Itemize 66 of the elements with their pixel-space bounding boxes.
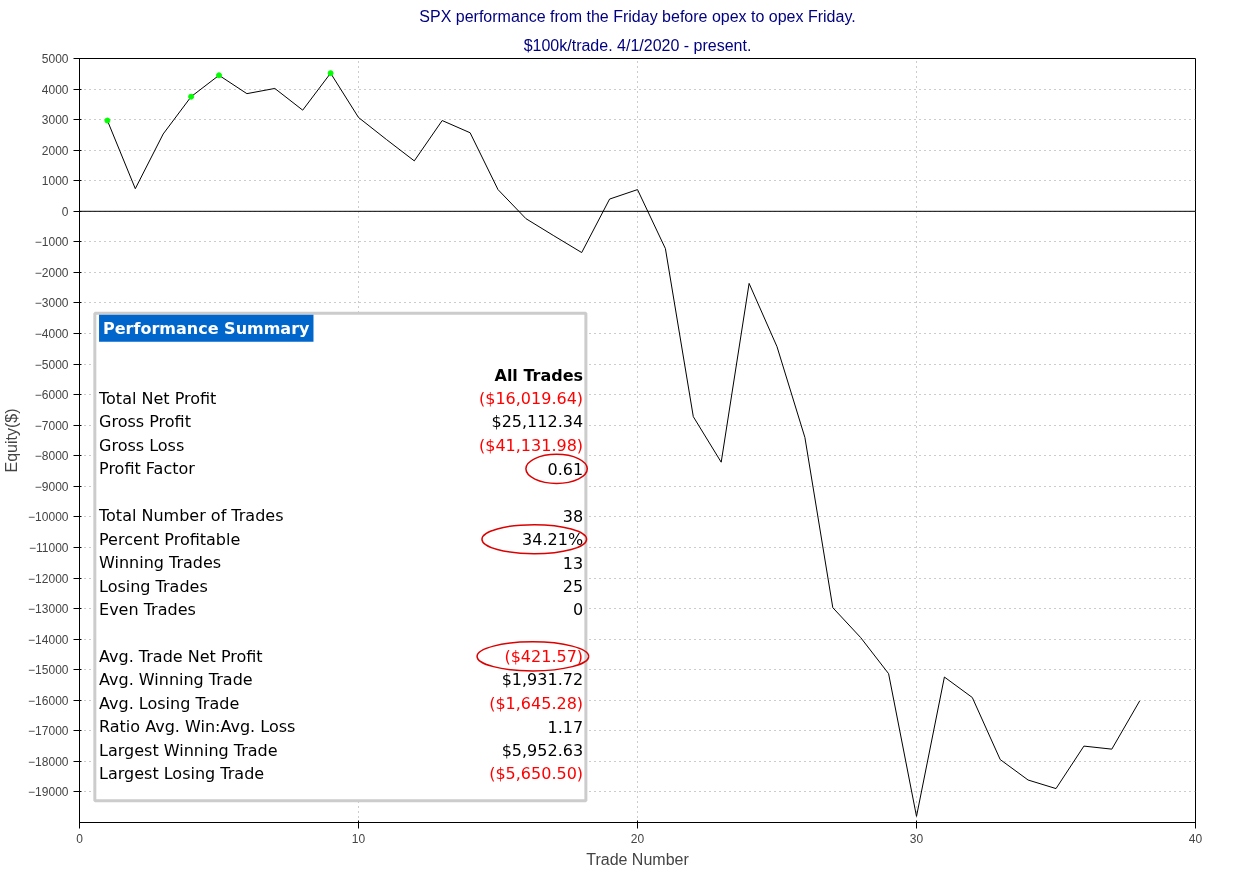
annotation: Percent Profitable: [99, 529, 241, 549]
y-tick-label: −16000: [28, 693, 69, 708]
annotation: Avg. Losing Trade: [99, 693, 240, 713]
y-tick-label: −1000: [34, 235, 69, 250]
y-tick-label: 5000: [41, 52, 69, 66]
y-tick-label: −4000: [34, 327, 69, 342]
y-tick-label: −2000: [34, 265, 69, 280]
annotation: Gross Profit: [99, 412, 191, 432]
y-tick-label: −8000: [34, 449, 69, 464]
y-tick-label: −5000: [34, 357, 69, 372]
y-tick-label: −15000: [28, 663, 69, 678]
annotation: Total Number of Trades: [98, 506, 284, 526]
annotation: Avg. Winning Trade: [99, 670, 253, 690]
x-tick-label: 10: [351, 831, 366, 846]
x-tick-label: 20: [630, 831, 645, 846]
annotation: 0: [572, 600, 584, 620]
annotation: Profit Factor: [99, 459, 196, 479]
annotation: Even Trades: [99, 600, 196, 619]
annotation: Total Net Profit: [98, 389, 217, 409]
annotation: $25,112.34: [491, 412, 584, 432]
annotation: ($1,645.28): [489, 693, 584, 713]
annotation: ($41,131.98): [479, 435, 584, 455]
y-tick-label: −13000: [28, 602, 69, 617]
annotation: ($5,650.50): [489, 764, 584, 784]
y-tick-label: 3000: [41, 113, 69, 128]
y-tick-label: 4000: [41, 82, 69, 97]
y-tick-label: 0: [61, 204, 69, 219]
annotation: 0.61: [547, 459, 584, 479]
y-tick-label: 2000: [41, 143, 69, 158]
chart-subtitle: $100k/trade. 4/1/2020 - present.: [523, 36, 752, 54]
annotation: Avg. Trade Net Profit: [99, 646, 263, 666]
annotation: Ratio Avg. Win:Avg. Loss: [99, 717, 296, 737]
y-tick-label: −11000: [29, 540, 69, 555]
annotation: $1,931.72: [501, 670, 584, 690]
y-tick-label: −9000: [34, 479, 69, 494]
y-tick-label: 1000: [41, 174, 69, 189]
annotation: Performance Summary: [103, 318, 311, 338]
x-tick-label: 0: [76, 831, 84, 846]
annotation: Losing Trades: [99, 576, 208, 596]
y-tick-label: −19000: [28, 785, 69, 800]
annotation: 1.17: [547, 717, 584, 737]
chart-title: SPX performance from the Friday before opex to opex Friday.: [419, 7, 856, 25]
x-tick-label: 30: [909, 831, 924, 846]
x-tick-label: 40: [1188, 831, 1203, 846]
annotation: ($421.57): [504, 646, 584, 666]
annotation: ($16,019.64): [479, 389, 584, 409]
annotation: Largest Losing Trade: [99, 764, 265, 784]
y-tick-label: −17000: [28, 724, 69, 739]
annotation: 13: [562, 553, 584, 573]
annotation: All Trades: [494, 365, 584, 385]
annotation: Gross Loss: [99, 435, 185, 455]
y-tick-label: −6000: [34, 388, 69, 403]
annotation: Largest Winning Trade: [99, 740, 278, 760]
annotation: $5,952.63: [501, 740, 584, 760]
y-tick-label: −18000: [28, 754, 69, 769]
annotation: Winning Trades: [99, 553, 222, 573]
y-tick-label: −14000: [28, 632, 69, 647]
annotation: 34.21%: [522, 529, 584, 549]
annotation: 25: [562, 577, 584, 597]
x-axis-title: Trade Number: [586, 850, 690, 868]
y-tick-label: −7000: [34, 418, 69, 433]
y-tick-label: −10000: [28, 510, 69, 525]
y-tick-label: −3000: [34, 296, 69, 311]
annotation: 38: [562, 506, 584, 526]
y-tick-label: −12000: [28, 571, 69, 586]
y-axis-title: Equity($): [3, 408, 21, 473]
